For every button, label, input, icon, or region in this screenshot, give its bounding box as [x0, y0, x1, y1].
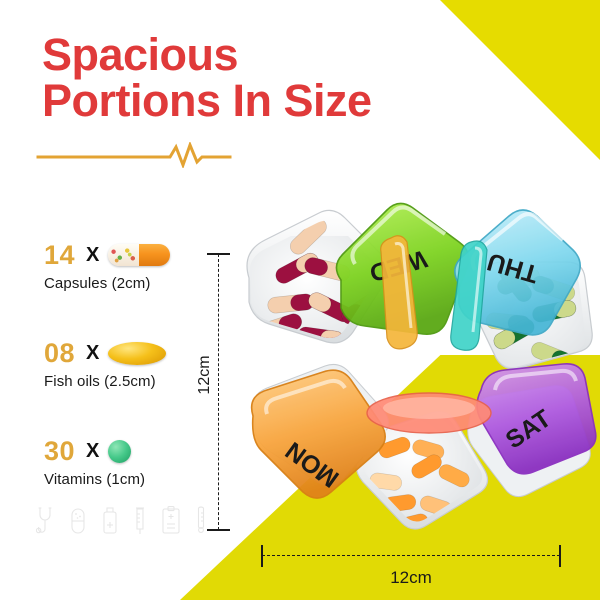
yellow-wedge-top-right [440, 0, 600, 160]
page-title: Spacious Portions In Size [42, 29, 372, 126]
spec-quantity: 08 [44, 337, 76, 368]
syringe-icon [136, 507, 144, 534]
spec-multiplier: X [86, 243, 100, 266]
clipboard-icon [162, 506, 180, 534]
spec-row: 08 X [44, 336, 170, 370]
stethoscope-icon [36, 507, 52, 534]
medical-icon-watermark-strip [36, 505, 208, 535]
spec-multiplier: X [86, 439, 100, 462]
spec-label: Vitamins (1cm) [44, 471, 146, 488]
thermometer-icon [197, 506, 205, 533]
spec-row: 30 X [44, 434, 170, 468]
spec-row: 14 X [44, 238, 171, 272]
heartbeat-pulse-line-icon [36, 142, 232, 168]
vitamin-tablet-icon [108, 439, 132, 463]
spec-item-fish-oils: 08 X Fish oils (2.5cm) [44, 336, 170, 390]
lid-mon[interactable]: MON [250, 369, 386, 499]
specification-list: 14 X Capsules (2cm) 08 X Fish oils (2.5c… [44, 238, 171, 532]
fish-oil-softgel-icon [108, 341, 167, 365]
spec-multiplier: X [86, 341, 100, 364]
capsule-icon [71, 508, 85, 534]
spec-label: Capsules (2cm) [44, 275, 151, 292]
medicine-bottle-icon [103, 507, 117, 534]
dimension-height-label: 12cm [196, 355, 213, 395]
lid-sat[interactable]: SAT [476, 362, 597, 475]
product-image-pill-organizer: WED THU SAT MON [246, 202, 597, 530]
spec-item-capsules: 14 X Capsules (2cm) [44, 238, 171, 292]
dimension-width-label: 12cm [390, 568, 432, 587]
spec-label: Fish oils (2.5cm) [44, 373, 156, 390]
center-latches [366, 235, 492, 434]
capsule-pill-icon [108, 244, 171, 266]
spec-quantity: 30 [44, 435, 76, 466]
spec-quantity: 14 [44, 239, 76, 270]
spec-item-vitamins: 30 X Vitamins (1cm) [44, 434, 170, 489]
